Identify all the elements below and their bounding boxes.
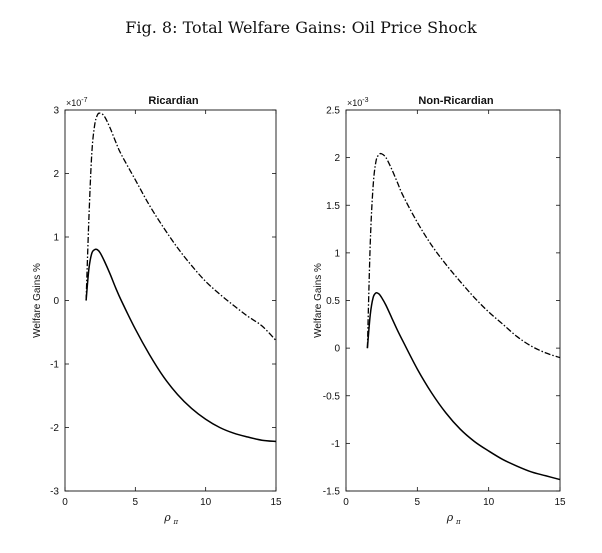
y-tick-label: -3 — [50, 487, 59, 498]
x-tick-label: 10 — [483, 497, 495, 508]
series-dash-dot-line — [85, 112, 277, 341]
panel-ricardian: 0 5 10 15 -3 -2 -1 0 1 2 3 ×10-7 Ricardian Welfare Ga… — [32, 95, 282, 526]
series-solid-line — [366, 291, 561, 481]
scale-exponent: -7 — [81, 97, 87, 104]
x-axis-label-symbol: ρ — [163, 511, 171, 524]
x-axis-label-subscript: π — [173, 518, 179, 526]
figure-title: Fig. 8: Total Welfare Gains: Oil Price S… — [125, 18, 477, 37]
y-tick-label: 1.5 — [326, 201, 340, 212]
x-tick-label: 5 — [133, 497, 139, 508]
axis-scale-factor: ×10-7 — [66, 97, 88, 108]
x-tick-label: 15 — [554, 497, 566, 508]
axis-scale-factor: ×10-3 — [347, 97, 369, 108]
y-tick-label: -1.5 — [323, 487, 341, 498]
scale-base: ×10 — [66, 98, 81, 108]
y-tick-label: 2 — [53, 169, 59, 180]
y-tick-label: 0.5 — [326, 296, 340, 307]
x-tick-label: 5 — [415, 497, 421, 508]
scale-exponent: -3 — [362, 97, 368, 104]
x-axis-label-subscript: π — [455, 518, 461, 526]
x-tick-label: 0 — [343, 497, 349, 508]
x-tick-label: 10 — [200, 497, 212, 508]
panel-title: Non-Ricardian — [418, 95, 493, 107]
scale-base: ×10 — [347, 98, 362, 108]
plot-frame — [64, 109, 277, 492]
y-tick-label: 1 — [53, 233, 59, 244]
series-dash-dot-line — [366, 152, 561, 359]
y-tick-label: -1 — [50, 360, 59, 371]
panel-non-ricardian: 0 5 10 15 -1.5 -1 -0.5 0 0.5 1 1.5 2 2.5 ×10-3 Non-Ric… — [313, 95, 566, 526]
y-tick-label: 3 — [53, 106, 59, 117]
y-tick-label: 0 — [53, 296, 59, 307]
y-tick-label: -2 — [50, 423, 59, 434]
x-tick-label: 15 — [270, 497, 282, 508]
y-axis-label: Welfare Gains % — [32, 263, 43, 338]
y-tick-label: 0 — [334, 344, 340, 355]
y-axis-label: Welfare Gains % — [313, 263, 324, 338]
series-solid-line — [85, 248, 277, 443]
x-tick-label: 0 — [62, 497, 68, 508]
y-tick-label: -1 — [331, 439, 340, 450]
y-tick-label: 2 — [334, 153, 340, 164]
y-tick-label: 2.5 — [326, 106, 340, 117]
x-axis-label-symbol: ρ — [446, 511, 454, 524]
y-tick-label: -0.5 — [323, 391, 341, 402]
y-tick-label: 1 — [334, 248, 340, 259]
plot-frame — [345, 109, 561, 492]
panel-title: Ricardian — [148, 95, 198, 107]
